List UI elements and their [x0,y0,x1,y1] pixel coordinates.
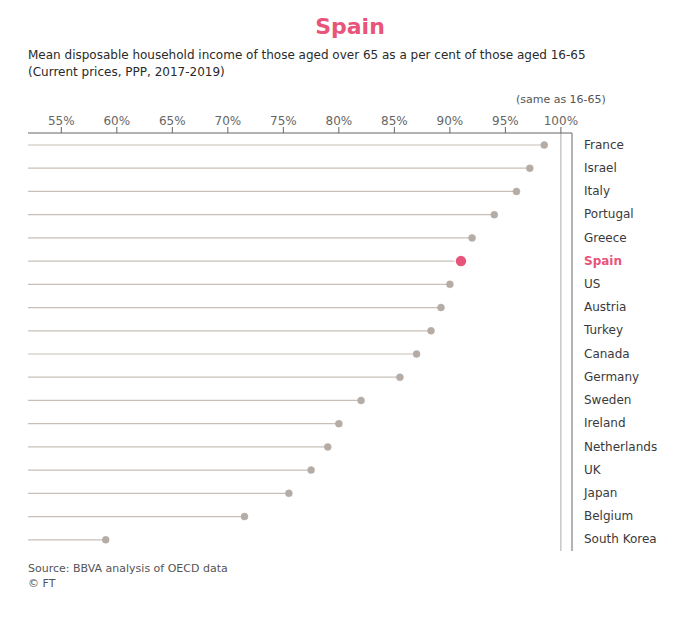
svg-text:Israel: Israel [584,161,617,175]
svg-text:US: US [584,277,600,291]
svg-text:70%: 70% [215,114,242,128]
html-text:Spain: Spain [315,14,385,39]
svg-text:90%: 90% [437,114,464,128]
svg-text:80%: 80% [326,114,353,128]
svg-text:95%: 95% [492,114,519,128]
html-text:Mean disposable household inco: Mean disposable household income of thos… [28,48,586,62]
svg-text:65%: 65% [159,114,186,128]
svg-text:Italy: Italy [584,184,610,198]
svg-text:France: France [584,138,624,152]
svg-text:55%: 55% [48,114,75,128]
svg-text:Sweden: Sweden [584,393,631,407]
html-text:© FT: © FT [28,577,56,590]
svg-text:Austria: Austria [584,300,626,314]
svg-text:Turkey: Turkey [583,323,623,337]
svg-text:Canada: Canada [584,347,630,361]
svg-text:Greece: Greece [584,231,627,245]
svg-text:UK: UK [584,463,602,477]
svg-text:Netherlands: Netherlands [584,440,657,454]
svg-text:South Korea: South Korea [584,532,657,546]
svg-text:60%: 60% [103,114,130,128]
svg-text:75%: 75% [270,114,297,128]
svg-text:Spain: Spain [584,254,622,268]
svg-text:(same as 16-65): (same as 16-65) [516,93,606,106]
svg-text:85%: 85% [381,114,408,128]
html-text:Source: BBVA analysis of OECD: Source: BBVA analysis of OECD data [28,562,228,575]
svg-text:Belgium: Belgium [584,509,633,523]
html-text:(Current prices, PPP, 2017-201: (Current prices, PPP, 2017-2019) [28,65,225,79]
svg-text:100%: 100% [544,114,578,128]
svg-text:Ireland: Ireland [584,416,626,430]
svg-text:Germany: Germany [584,370,639,384]
svg-text:Japan: Japan [583,486,617,500]
svg-text:Portugal: Portugal [584,207,634,221]
